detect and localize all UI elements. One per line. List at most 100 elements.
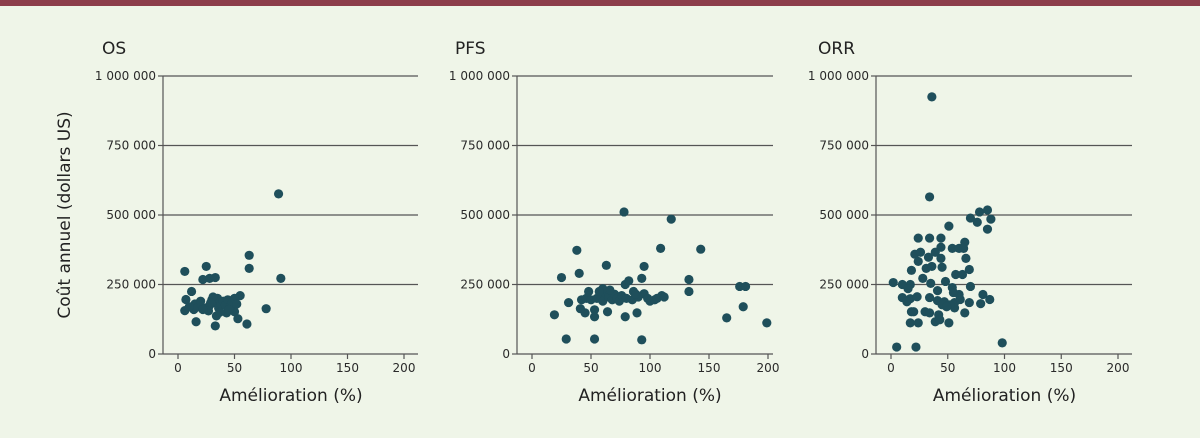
panel-title: PFS (455, 39, 486, 59)
y-tick-label: 750 000 (819, 139, 869, 153)
data-point (684, 274, 694, 285)
data-point (986, 214, 996, 224)
data-point (978, 289, 988, 300)
data-point (180, 266, 190, 277)
data-point (584, 286, 594, 297)
data-point (964, 297, 974, 308)
x-tick-label: 0 (887, 361, 895, 375)
y-axis-label: Coût annuel (dollars US) (55, 111, 75, 318)
data-point (637, 335, 647, 345)
x-axis-label: Amélioration (%) (578, 386, 721, 406)
data-point (959, 243, 969, 253)
x-tick-label: 100 (639, 361, 662, 375)
data-point (215, 307, 225, 317)
data-point (561, 334, 571, 344)
x-tick-label: 50 (583, 361, 598, 375)
data-point (666, 214, 676, 224)
data-point (656, 243, 666, 253)
x-tick-label: 200 (757, 361, 780, 375)
data-point (913, 256, 923, 267)
panel-title: OS (102, 39, 126, 59)
data-point (620, 312, 630, 322)
data-point (563, 297, 574, 308)
y-tick-label: 500 000 (460, 208, 510, 222)
panel-title: ORR (818, 39, 855, 59)
x-tick-label: 0 (528, 361, 536, 375)
data-point (210, 272, 220, 283)
data-point (575, 304, 585, 314)
data-point (186, 286, 197, 297)
data-point (940, 276, 951, 287)
data-point (924, 233, 935, 243)
data-point (961, 253, 971, 263)
data-point (740, 281, 751, 292)
data-point (639, 261, 649, 272)
data-point (964, 264, 974, 275)
x-tick-label: 150 (1050, 361, 1073, 375)
data-point (947, 243, 957, 253)
data-point (206, 297, 216, 308)
y-tick-label: 250 000 (460, 278, 510, 292)
data-point (621, 293, 632, 303)
data-point (210, 321, 220, 331)
data-point (982, 205, 993, 215)
data-point (631, 289, 641, 299)
data-point (927, 261, 937, 272)
y-tick-label: 250 000 (819, 278, 869, 292)
data-point (594, 286, 604, 297)
data-point (276, 273, 286, 283)
data-point (936, 253, 946, 263)
data-point (556, 272, 567, 283)
x-tick-label: 100 (993, 361, 1016, 375)
x-tick-label: 50 (227, 361, 242, 375)
data-point (923, 252, 934, 262)
y-tick-label: 1 000 000 (95, 69, 156, 83)
data-point (198, 274, 208, 285)
data-point (722, 313, 732, 323)
data-point (960, 308, 970, 318)
data-point (574, 268, 584, 278)
data-point (619, 207, 629, 217)
data-point (982, 224, 993, 234)
data-point (997, 338, 1007, 348)
data-point (605, 285, 615, 295)
y-tick-label: 750 000 (460, 139, 510, 153)
data-point (738, 302, 748, 312)
data-point (261, 304, 271, 314)
y-tick-label: 500 000 (106, 208, 156, 222)
data-point (926, 278, 936, 288)
y-tick-label: 750 000 (106, 139, 156, 153)
data-point (905, 318, 915, 328)
data-point (892, 342, 902, 352)
data-point (201, 261, 211, 272)
data-point (957, 269, 968, 280)
data-point (762, 318, 772, 328)
data-point (196, 296, 206, 306)
data-point (951, 269, 961, 280)
data-point (913, 233, 923, 243)
data-point (244, 263, 254, 273)
data-point (624, 276, 634, 286)
data-point (902, 297, 912, 307)
data-point (601, 260, 611, 270)
data-point (972, 217, 982, 227)
data-point (273, 189, 284, 199)
data-point (976, 299, 986, 309)
y-tick-label: 250 000 (106, 278, 156, 292)
data-point (974, 207, 985, 217)
y-tick-label: 0 (861, 347, 869, 361)
data-point (912, 292, 922, 302)
data-point (232, 299, 242, 309)
data-point (915, 247, 926, 257)
data-point (637, 273, 647, 283)
data-point (913, 318, 923, 328)
panel-os: OS 0 250 000 500 000 750 000 1 000 000 0 50 100 1… (95, 39, 418, 406)
x-tick-label: 200 (1107, 361, 1130, 375)
data-point (924, 308, 935, 318)
panel-orr: ORR 0 250 000 500 000 750 000 1 000 000 0 50 100… (808, 39, 1132, 406)
x-tick-label: 150 (336, 361, 359, 375)
panel-pfs: PFS 0 250 000 500 000 750 000 1 000 000 0 50 100… (449, 39, 780, 406)
data-point (909, 307, 919, 317)
data-point (684, 286, 694, 297)
